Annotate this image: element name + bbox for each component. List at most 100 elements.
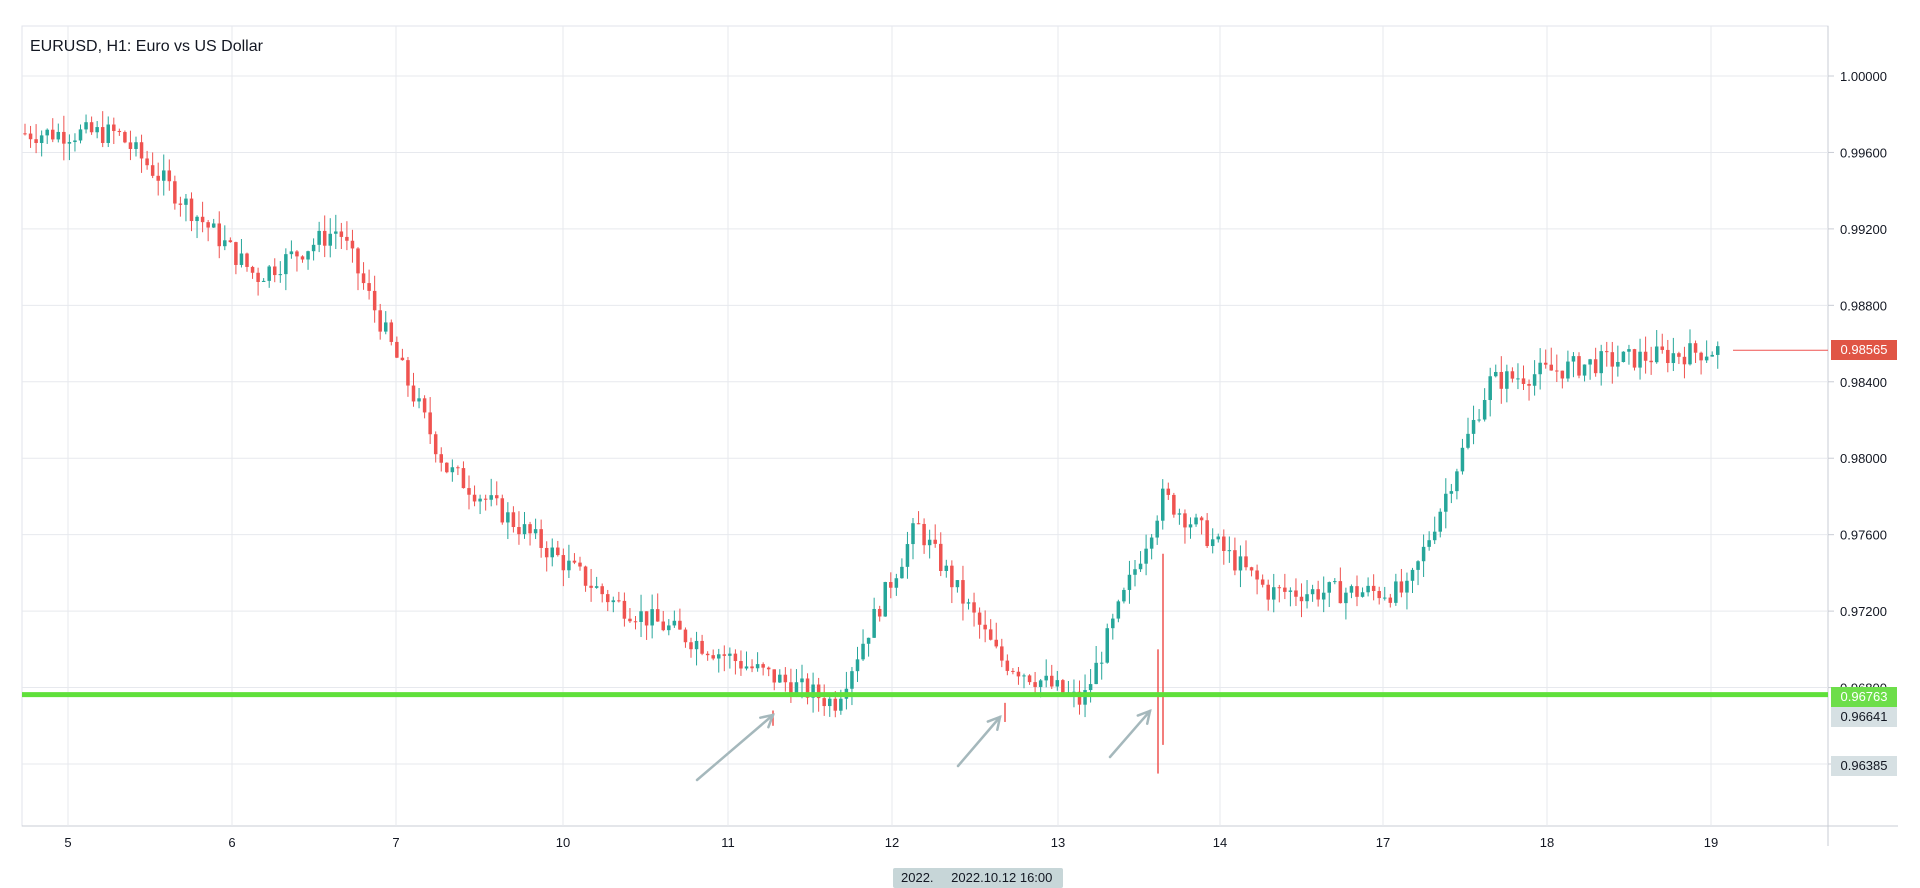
candle-body bbox=[822, 698, 826, 707]
candle-body bbox=[1560, 370, 1565, 379]
candle-body bbox=[1360, 592, 1365, 597]
candle-body bbox=[1288, 590, 1293, 592]
x-tick-label: 17 bbox=[1376, 835, 1390, 850]
candle-body bbox=[1688, 343, 1692, 365]
candle-body bbox=[1144, 548, 1148, 564]
candle-body bbox=[1460, 447, 1465, 472]
candle-body bbox=[472, 494, 477, 502]
candle-body bbox=[655, 609, 660, 622]
candle-body bbox=[816, 684, 821, 699]
candle-body bbox=[284, 254, 288, 275]
candle-body bbox=[1205, 520, 1209, 547]
candle-body bbox=[345, 236, 349, 241]
candle-body bbox=[1538, 362, 1542, 375]
candle-body bbox=[78, 129, 83, 141]
candle-body bbox=[372, 290, 377, 311]
x-tick-label: 11 bbox=[721, 835, 735, 850]
candle-body bbox=[1122, 589, 1126, 602]
candle-body bbox=[361, 273, 366, 284]
candle-body bbox=[95, 127, 99, 133]
candle-body bbox=[1249, 567, 1254, 571]
candle-body bbox=[744, 666, 749, 669]
candle-body bbox=[622, 600, 627, 619]
candle-body bbox=[134, 142, 138, 149]
candle-body bbox=[583, 566, 588, 586]
candle-body bbox=[467, 488, 471, 495]
candle-body bbox=[700, 640, 704, 654]
candle-body bbox=[51, 129, 55, 140]
candle-body bbox=[794, 682, 799, 696]
candle-body bbox=[322, 230, 327, 246]
candle-body bbox=[633, 621, 638, 623]
candle-body bbox=[589, 585, 593, 588]
candle-body bbox=[955, 580, 960, 588]
low-price-tag-1: 0.96641 bbox=[1831, 707, 1897, 727]
candles-group bbox=[23, 111, 1720, 774]
candle-body bbox=[539, 529, 543, 548]
candle-body bbox=[1355, 586, 1359, 597]
candle-body bbox=[367, 283, 371, 291]
candle-body bbox=[1294, 590, 1298, 597]
x-tick-label: 12 bbox=[885, 835, 899, 850]
candle-body bbox=[1543, 362, 1548, 365]
candle-body bbox=[661, 621, 665, 631]
candle-body bbox=[789, 682, 793, 696]
candle-body bbox=[628, 618, 632, 622]
candle-body bbox=[1005, 660, 1010, 671]
candle-body bbox=[483, 498, 488, 500]
candle-body bbox=[1172, 494, 1176, 515]
candle-body bbox=[1161, 488, 1165, 521]
candle-body bbox=[45, 129, 49, 136]
candle-body bbox=[461, 468, 466, 489]
candle-body bbox=[489, 495, 493, 500]
candle-body bbox=[1654, 346, 1659, 363]
level-price-tag: 0.96763 bbox=[1831, 687, 1897, 707]
candle-body bbox=[1188, 524, 1193, 528]
candle-body bbox=[1111, 618, 1115, 629]
candle-body bbox=[1427, 540, 1431, 547]
candle-body bbox=[1621, 351, 1626, 362]
candle-body bbox=[1432, 531, 1437, 541]
candle-body bbox=[761, 664, 765, 668]
candle-body bbox=[1383, 597, 1387, 599]
candle-body bbox=[561, 555, 566, 571]
candle-body bbox=[1638, 351, 1642, 368]
candle-body bbox=[1266, 584, 1270, 600]
candle-body bbox=[1388, 597, 1393, 603]
candle-body bbox=[1222, 536, 1226, 551]
candle-body bbox=[1677, 353, 1681, 357]
candle-body bbox=[1577, 356, 1581, 376]
candle-body bbox=[228, 240, 233, 243]
candle-body bbox=[1582, 364, 1587, 376]
annotation-arrow-shaft bbox=[1108, 709, 1152, 759]
candle-body bbox=[1616, 361, 1620, 367]
candle-body bbox=[1244, 556, 1248, 568]
candle-body bbox=[384, 322, 388, 332]
candle-body bbox=[550, 547, 554, 558]
y-tick-label: 0.99600 bbox=[1840, 145, 1887, 160]
candle-body bbox=[406, 360, 410, 386]
candle-body bbox=[556, 547, 560, 556]
candle-body bbox=[1199, 517, 1204, 521]
candle-body bbox=[411, 385, 416, 402]
candle-body bbox=[1349, 586, 1354, 593]
candle-body bbox=[1099, 662, 1104, 664]
candle-body bbox=[28, 133, 33, 140]
candle-body bbox=[1716, 346, 1720, 355]
candle-body bbox=[306, 251, 310, 260]
candle-body bbox=[1466, 433, 1470, 448]
candle-body bbox=[1532, 374, 1537, 386]
candle-body bbox=[1643, 351, 1648, 361]
candle-body bbox=[162, 170, 166, 181]
y-tick-label: 1.00000 bbox=[1840, 69, 1887, 84]
candle-body bbox=[273, 266, 277, 276]
candle-body bbox=[433, 434, 438, 455]
candle-body bbox=[300, 256, 305, 260]
candle-body bbox=[261, 280, 266, 282]
candle-body bbox=[1627, 349, 1631, 352]
candle-body bbox=[139, 142, 144, 159]
candle-body bbox=[239, 253, 244, 265]
candle-body bbox=[722, 654, 727, 656]
